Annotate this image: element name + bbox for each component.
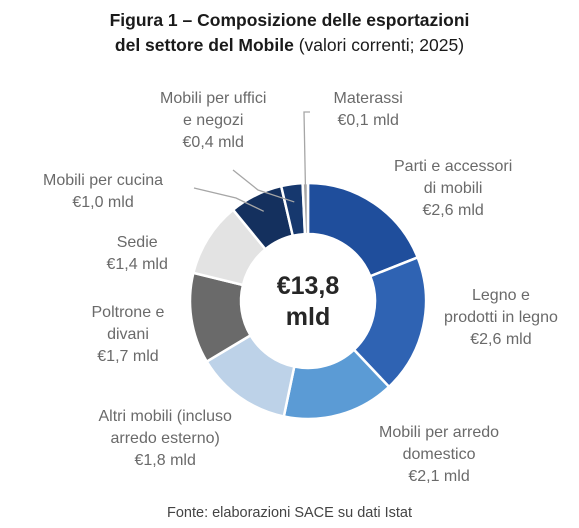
slice-name: Legno e bbox=[472, 287, 530, 304]
slice-name: di mobili bbox=[423, 180, 483, 197]
slice-label-altri-mobili-incluso: Altri mobili (incluso arredo esterno) €1,8… bbox=[99, 406, 232, 472]
slice-label-parti-e-accessori: Parti e accessori di mobili €2,6 mld bbox=[394, 156, 512, 222]
slice-name: Sedie bbox=[116, 234, 158, 251]
slice-name: arredo esterno) bbox=[110, 430, 220, 447]
donut-center-unit: mld bbox=[285, 303, 331, 331]
slice-name: Poltrone e bbox=[91, 304, 165, 321]
slice-value: €0,4 mld bbox=[182, 134, 244, 151]
slice-name: prodotti in legno bbox=[444, 309, 558, 326]
leader-line-mobili-per-cucina bbox=[193, 187, 265, 212]
slice-label-legno-e: Legno e prodotti in legno €2,6 mld bbox=[444, 285, 558, 351]
slice-value: €2,6 mld bbox=[470, 331, 532, 348]
donut-center-total: €13,8 mld bbox=[258, 271, 358, 333]
slice-name: e negozi bbox=[182, 112, 244, 129]
slice-value: €1,7 mld bbox=[97, 348, 159, 365]
slice-label-poltrone-e: Poltrone e divani €1,7 mld bbox=[92, 302, 165, 368]
slice-name: Mobili per uffici bbox=[160, 90, 267, 107]
chart-title: Figura 1 – Composizione delle esportazio… bbox=[0, 8, 579, 32]
slice-value: €1,8 mld bbox=[134, 452, 196, 469]
slice-name: Materassi bbox=[333, 90, 403, 107]
donut-center-value: €13,8 bbox=[276, 272, 340, 300]
slice-value: €0,1 mld bbox=[337, 112, 399, 129]
slice-name: Altri mobili (incluso bbox=[98, 408, 232, 425]
chart-title-line2-bold: del settore del Mobile bbox=[114, 35, 294, 55]
leader-line-materassi bbox=[303, 111, 310, 202]
slice-materassi bbox=[301, 181, 310, 236]
slice-value: €2,6 mld bbox=[422, 202, 484, 219]
slice-name: Mobili per arredo bbox=[379, 424, 500, 441]
slice-value: €1,0 mld bbox=[72, 194, 134, 211]
slice-label-sedie: Sedie €1,4 mld bbox=[107, 232, 168, 276]
slice-name: domestico bbox=[402, 446, 476, 463]
slice-name: divani bbox=[107, 326, 149, 343]
slice-name: Mobili per cucina bbox=[43, 172, 164, 189]
slice-label-mobili-per-uffici: Mobili per uffici e negozi €0,4 mld bbox=[160, 88, 266, 154]
slice-name: Parti e accessori bbox=[394, 158, 513, 175]
slice-label-materassi: Materassi €0,1 mld bbox=[334, 88, 403, 132]
slice-label-mobili-per-arredo: Mobili per arredo domestico €2,1 mld bbox=[379, 422, 499, 488]
chart-title-line1: Figura 1 – Composizione delle esportazio… bbox=[109, 10, 470, 30]
chart-title-line2: del settore del Mobile (valori correnti;… bbox=[0, 33, 579, 57]
slice-value: €1,4 mld bbox=[106, 256, 168, 273]
leader-line-mobili-per-uffici bbox=[232, 169, 295, 203]
slice-label-mobili-per-cucina: Mobili per cucina €1,0 mld bbox=[43, 170, 163, 214]
slice-value: €2,1 mld bbox=[408, 468, 470, 485]
chart-title-line2-rest: (valori correnti; 2025) bbox=[298, 35, 465, 55]
chart-source: Fonte: elaborazioni SACE su dati Istat bbox=[166, 505, 413, 521]
